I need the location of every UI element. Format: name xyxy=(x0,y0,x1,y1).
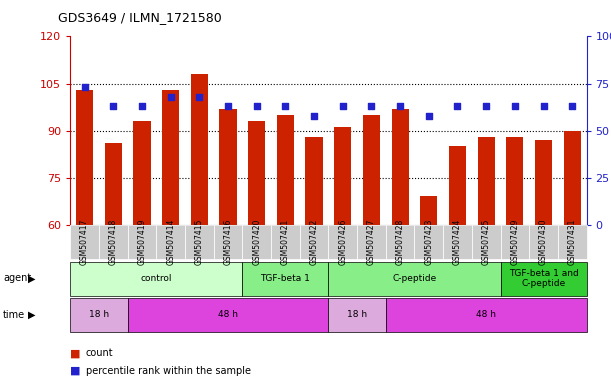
Text: ■: ■ xyxy=(70,348,81,358)
Bar xyxy=(219,109,236,225)
Text: 18 h: 18 h xyxy=(347,310,367,319)
Point xyxy=(367,103,376,109)
Point xyxy=(395,103,405,109)
Point xyxy=(453,103,463,109)
Text: GSM507419: GSM507419 xyxy=(137,219,147,265)
Text: GSM507418: GSM507418 xyxy=(109,219,118,265)
Point xyxy=(481,103,491,109)
Text: GSM507416: GSM507416 xyxy=(224,219,233,265)
Point xyxy=(539,103,549,109)
Text: GSM507421: GSM507421 xyxy=(281,219,290,265)
Bar xyxy=(507,137,524,225)
Bar xyxy=(191,74,208,225)
Text: 18 h: 18 h xyxy=(89,310,109,319)
Bar xyxy=(478,137,495,225)
Text: count: count xyxy=(86,348,113,358)
Bar xyxy=(248,121,265,225)
Text: GSM507414: GSM507414 xyxy=(166,219,175,265)
Point xyxy=(137,103,147,109)
Text: GSM507422: GSM507422 xyxy=(310,219,318,265)
Bar xyxy=(133,121,150,225)
Bar xyxy=(535,140,552,225)
Point xyxy=(194,94,204,100)
Point xyxy=(108,103,118,109)
Point xyxy=(510,103,520,109)
Text: GSM507431: GSM507431 xyxy=(568,219,577,265)
Text: percentile rank within the sample: percentile rank within the sample xyxy=(86,366,251,376)
Text: C-peptide: C-peptide xyxy=(392,274,437,283)
Bar xyxy=(449,146,466,225)
Text: GSM507417: GSM507417 xyxy=(80,219,89,265)
Text: GSM507423: GSM507423 xyxy=(424,219,433,265)
Text: GSM507424: GSM507424 xyxy=(453,219,462,265)
Point xyxy=(252,103,262,109)
Text: GSM507427: GSM507427 xyxy=(367,219,376,265)
Text: GDS3649 / ILMN_1721580: GDS3649 / ILMN_1721580 xyxy=(58,12,222,25)
Point xyxy=(223,103,233,109)
Bar xyxy=(363,115,380,225)
Text: TGF-beta 1: TGF-beta 1 xyxy=(260,274,310,283)
Bar xyxy=(277,115,294,225)
Text: ▶: ▶ xyxy=(27,310,35,320)
Point xyxy=(338,103,348,109)
Bar xyxy=(76,90,93,225)
Text: GSM507428: GSM507428 xyxy=(395,219,404,265)
Text: time: time xyxy=(3,310,25,320)
Text: GSM507425: GSM507425 xyxy=(481,219,491,265)
Text: TGF-beta 1 and
C-peptide: TGF-beta 1 and C-peptide xyxy=(509,269,579,288)
Point xyxy=(309,113,319,119)
Bar xyxy=(162,90,179,225)
Bar xyxy=(334,127,351,225)
Text: GSM507420: GSM507420 xyxy=(252,219,262,265)
Text: 48 h: 48 h xyxy=(218,310,238,319)
Text: GSM507426: GSM507426 xyxy=(338,219,347,265)
Bar xyxy=(392,109,409,225)
Bar xyxy=(420,197,437,225)
Bar xyxy=(104,143,122,225)
Point xyxy=(79,84,89,90)
Point xyxy=(424,113,434,119)
Text: GSM507430: GSM507430 xyxy=(539,218,548,265)
Bar xyxy=(306,137,323,225)
Text: ▶: ▶ xyxy=(27,273,35,283)
Text: agent: agent xyxy=(3,273,31,283)
Point xyxy=(166,94,175,100)
Text: ■: ■ xyxy=(70,366,81,376)
Point xyxy=(280,103,290,109)
Text: GSM507415: GSM507415 xyxy=(195,219,204,265)
Text: GSM507429: GSM507429 xyxy=(510,219,519,265)
Point xyxy=(568,103,577,109)
Text: control: control xyxy=(141,274,172,283)
Text: 48 h: 48 h xyxy=(476,310,496,319)
Bar xyxy=(563,131,581,225)
